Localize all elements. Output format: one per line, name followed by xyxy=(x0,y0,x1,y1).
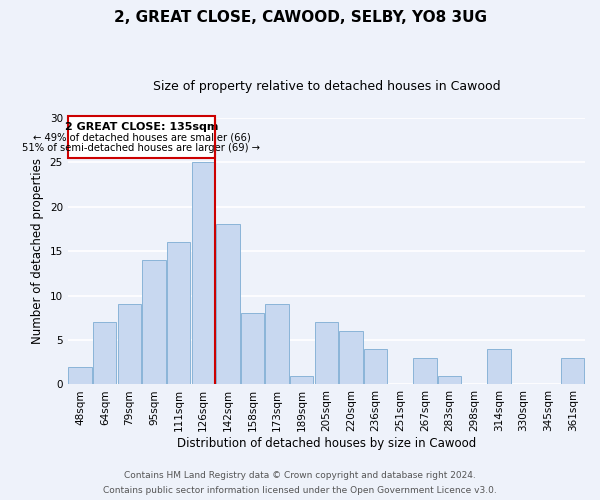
Y-axis label: Number of detached properties: Number of detached properties xyxy=(31,158,44,344)
Text: 2, GREAT CLOSE, CAWOOD, SELBY, YO8 3UG: 2, GREAT CLOSE, CAWOOD, SELBY, YO8 3UG xyxy=(113,10,487,25)
Bar xyxy=(265,304,289,384)
Bar xyxy=(413,358,437,384)
Bar xyxy=(68,366,92,384)
Bar xyxy=(118,304,141,384)
Text: 2 GREAT CLOSE: 135sqm: 2 GREAT CLOSE: 135sqm xyxy=(65,122,218,132)
Bar xyxy=(561,358,584,384)
FancyBboxPatch shape xyxy=(68,116,215,158)
Bar xyxy=(315,322,338,384)
Title: Size of property relative to detached houses in Cawood: Size of property relative to detached ho… xyxy=(152,80,500,93)
Bar xyxy=(93,322,116,384)
Bar xyxy=(167,242,190,384)
Bar xyxy=(290,376,313,384)
Bar xyxy=(438,376,461,384)
Text: Contains public sector information licensed under the Open Government Licence v3: Contains public sector information licen… xyxy=(103,486,497,495)
Bar xyxy=(241,314,264,384)
Bar xyxy=(216,224,239,384)
X-axis label: Distribution of detached houses by size in Cawood: Distribution of detached houses by size … xyxy=(177,437,476,450)
Bar xyxy=(487,349,511,384)
Bar xyxy=(340,331,363,384)
Text: 51% of semi-detached houses are larger (69) →: 51% of semi-detached houses are larger (… xyxy=(22,142,260,152)
Text: ← 49% of detached houses are smaller (66): ← 49% of detached houses are smaller (66… xyxy=(32,133,250,143)
Bar xyxy=(364,349,388,384)
Text: Contains HM Land Registry data © Crown copyright and database right 2024.: Contains HM Land Registry data © Crown c… xyxy=(124,471,476,480)
Bar xyxy=(142,260,166,384)
Bar xyxy=(191,162,215,384)
